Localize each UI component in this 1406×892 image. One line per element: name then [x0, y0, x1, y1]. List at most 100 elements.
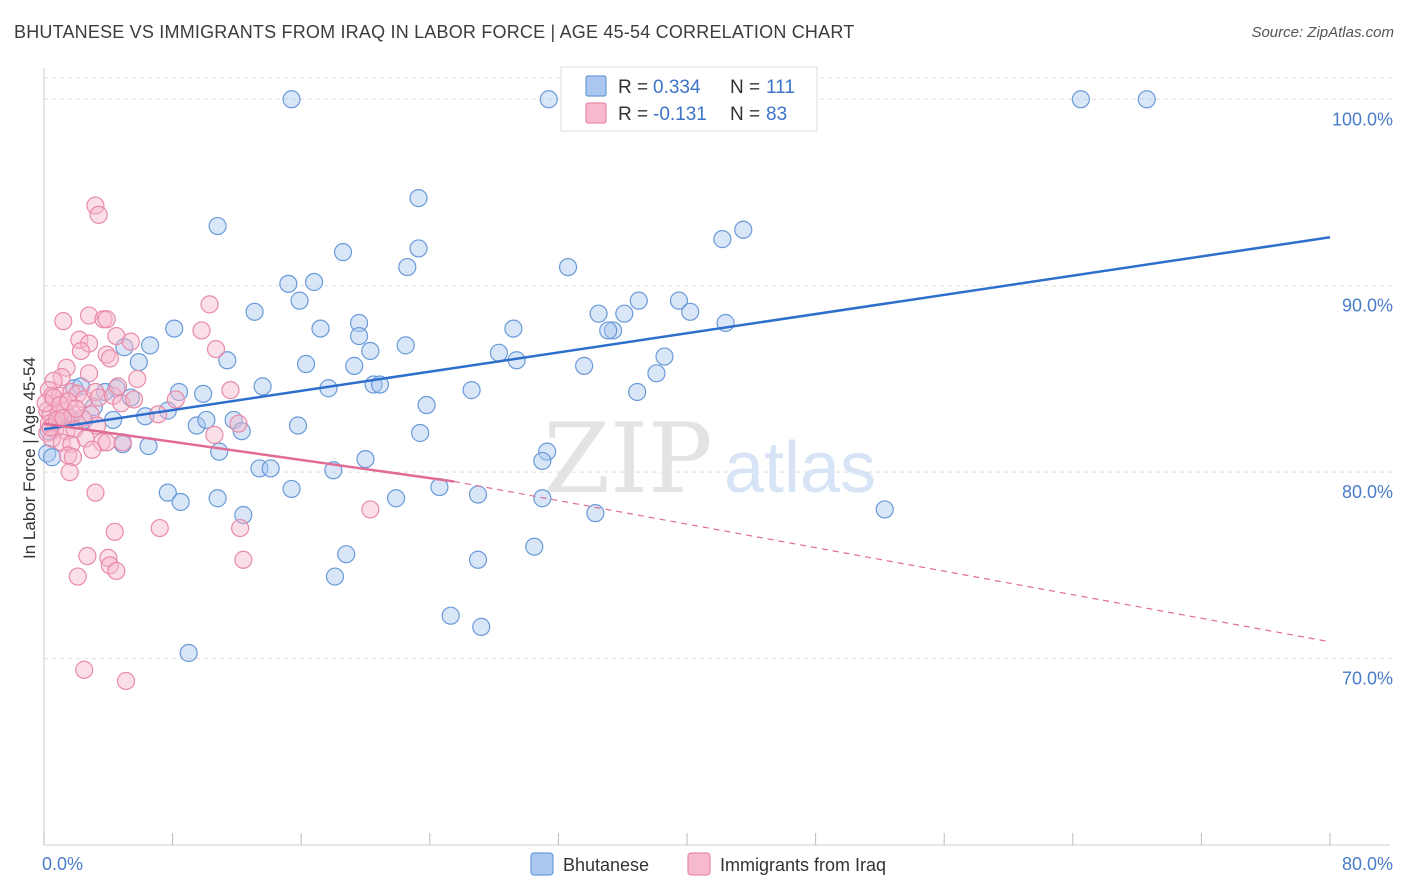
point-iraq	[108, 377, 128, 396]
point-iraq	[79, 306, 99, 325]
point-iraq	[71, 341, 91, 361]
point-iraq	[89, 388, 108, 407]
point-iraq	[231, 518, 250, 538]
legend-r-label: R =	[618, 104, 648, 125]
point-iraq	[205, 425, 224, 444]
source-credit: Source: ZipAtlas.com	[1251, 24, 1394, 41]
point-bhutanese	[290, 291, 309, 310]
legend-swatch-iraq	[585, 102, 607, 124]
point-bhutanese	[282, 90, 301, 109]
point-iraq	[54, 312, 73, 331]
point-bhutanese	[628, 382, 647, 402]
trendline-bhutanese	[43, 236, 1331, 431]
legend-n-value-iraq: 83	[766, 104, 787, 125]
point-bhutanese	[417, 395, 436, 415]
point-bhutanese	[489, 343, 509, 362]
y-tick-label: 70.0%	[1342, 669, 1393, 689]
y-axis-label: In Labor Force | Age 45-54	[20, 357, 39, 559]
point-bhutanese	[472, 617, 491, 636]
point-bhutanese	[279, 274, 298, 293]
point-bhutanese	[296, 354, 316, 374]
point-bhutanese	[468, 550, 488, 569]
legend: R = 0.334 N = 111 R = -0.131 N = 83	[560, 66, 818, 132]
point-bhutanese	[398, 257, 417, 277]
point-iraq	[60, 463, 79, 482]
point-iraq	[121, 332, 140, 351]
point-iraq	[97, 310, 116, 329]
point-bhutanese	[187, 416, 206, 435]
point-bhutanese	[218, 351, 237, 370]
point-bhutanese	[734, 220, 753, 239]
point-iraq	[150, 518, 169, 538]
watermark-atlas: atlas	[724, 428, 876, 508]
axes	[43, 68, 1390, 846]
point-bhutanese	[629, 291, 648, 310]
point-bhutanese	[647, 364, 666, 383]
point-bhutanese	[1071, 90, 1090, 109]
point-iraq	[221, 381, 240, 400]
point-bhutanese	[210, 442, 229, 461]
point-iraq	[68, 567, 87, 586]
point-bhutanese	[288, 416, 308, 435]
point-bhutanese	[409, 188, 428, 208]
point-bhutanese	[345, 356, 364, 375]
point-bhutanese	[42, 448, 62, 467]
point-bhutanese	[158, 483, 177, 502]
series-bhutanese	[38, 90, 1156, 663]
point-iraq	[200, 295, 219, 314]
legend-n-label: N =	[730, 104, 760, 125]
point-bhutanese	[208, 489, 227, 508]
point-bhutanese	[386, 489, 406, 508]
legend-r-value-iraq: -0.131	[653, 104, 707, 125]
point-bhutanese	[179, 643, 198, 663]
point-bhutanese	[1137, 90, 1156, 109]
point-bhutanese	[194, 384, 213, 403]
point-iraq	[234, 550, 253, 569]
chart-title: BHUTANESE VS IMMIGRANTS FROM IRAQ IN LAB…	[14, 22, 855, 42]
point-iraq	[229, 414, 248, 433]
y-tick-label: 100.0%	[1332, 109, 1393, 129]
point-bhutanese	[140, 336, 160, 355]
point-iraq	[75, 660, 94, 679]
point-iraq	[166, 390, 185, 409]
point-iraq	[63, 448, 83, 467]
y-tick-label: 80.0%	[1342, 482, 1393, 502]
point-iraq	[83, 440, 102, 459]
point-iraq	[92, 433, 111, 452]
point-bhutanese	[441, 606, 460, 625]
point-bhutanese	[875, 500, 894, 519]
point-bhutanese	[713, 230, 732, 249]
point-iraq	[116, 671, 136, 691]
point-iraq	[99, 548, 118, 568]
point-bhutanese	[615, 304, 634, 323]
point-bhutanese	[504, 319, 523, 338]
series-iraq	[36, 196, 380, 691]
trendline-iraq-projection	[453, 480, 1331, 643]
point-bhutanese	[304, 272, 324, 292]
point-bhutanese	[325, 567, 345, 586]
point-bhutanese	[586, 504, 605, 523]
point-bhutanese	[539, 90, 558, 109]
point-iraq	[67, 399, 86, 418]
point-bhutanese	[411, 423, 430, 443]
point-bhutanese	[356, 449, 375, 469]
legend-n-label: N =	[730, 77, 760, 98]
trendlines	[43, 236, 1331, 643]
point-bhutanese	[282, 479, 301, 499]
gridlines	[44, 77, 1395, 660]
point-iraq	[105, 522, 124, 541]
point-bhutanese	[558, 257, 578, 277]
legend-r-value-bhutanese: 0.334	[653, 77, 701, 98]
point-bhutanese	[171, 492, 190, 512]
point-iraq	[97, 433, 116, 452]
point-bhutanese	[129, 353, 148, 372]
point-bhutanese	[525, 537, 544, 556]
trendline-iraq	[43, 422, 455, 483]
point-bhutanese	[349, 326, 369, 346]
point-iraq	[86, 483, 105, 502]
point-bhutanese	[468, 485, 488, 504]
point-iraq	[361, 500, 380, 519]
point-iraq	[78, 546, 97, 566]
point-bhutanese	[599, 321, 618, 340]
